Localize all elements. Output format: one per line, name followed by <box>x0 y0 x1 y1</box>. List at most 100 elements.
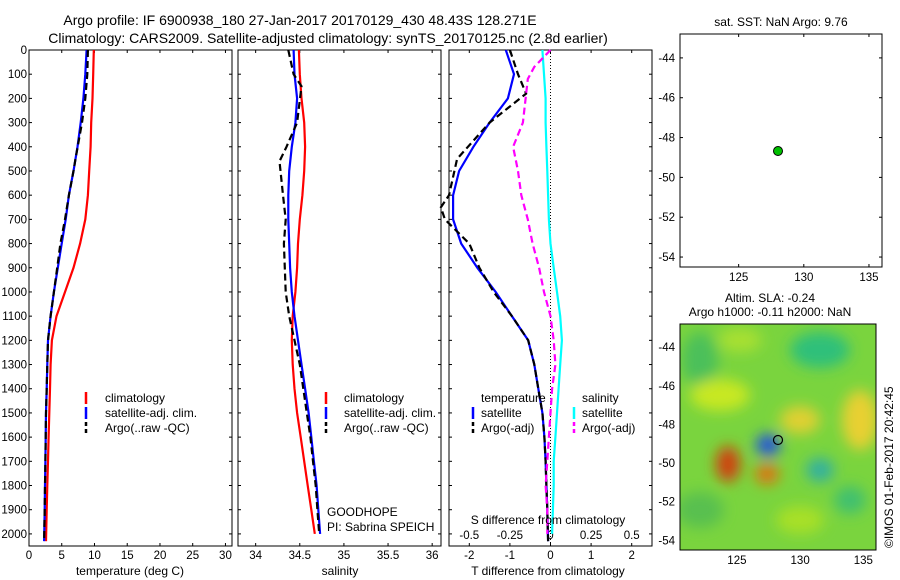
lon-tick-label: 125 <box>729 272 748 284</box>
sst-argo-position-marker <box>773 146 783 156</box>
lat-tick-label: -44 <box>658 342 675 354</box>
x-tick-label: -2 <box>464 550 474 562</box>
x-tick-label: 25 <box>186 550 199 562</box>
header-line1: Argo profile: IF 6900938_180 27-Jan-2017… <box>63 12 536 28</box>
x-tick-label: 35 <box>338 550 351 562</box>
depth-tick-label: 600 <box>8 190 27 202</box>
x-tick-label: 0 <box>26 550 32 562</box>
lon-tick-label: 125 <box>727 555 746 567</box>
sla-map-title-line2: Argo h1000: -0.11 h2000: NaN <box>689 305 852 319</box>
legend-title-salinity: salinity <box>582 391 619 405</box>
sla-blob <box>716 446 740 482</box>
sla-blob <box>755 464 779 484</box>
series-line-climatology <box>44 49 95 542</box>
x-tick-label: 5 <box>59 550 65 562</box>
depth-tick-label: 2000 <box>1 529 27 541</box>
x-tick-label: 34.5 <box>289 550 311 562</box>
depth-axis: 0 100 200 300 400 500 600 700 800 900 1000 1100 1200… <box>1 45 652 541</box>
lon-tick-label: 130 <box>794 272 813 284</box>
depth-tick-label: 900 <box>8 263 27 275</box>
x-tick-label: 10 <box>88 550 101 562</box>
sla-blob <box>842 390 876 450</box>
legend-label-satellite: satellite-adj. clim. <box>105 406 197 420</box>
s-tick-label: 0.25 <box>580 530 602 542</box>
legend-label-climatology: climatology <box>344 391 404 405</box>
legend-label-s-argo: Argo(-adj) <box>582 421 635 435</box>
sla-blob <box>780 406 820 434</box>
lon-tick-label: 135 <box>854 555 873 567</box>
lat-tick-label: -48 <box>658 419 675 431</box>
sla-blob <box>690 379 750 411</box>
depth-tick-label: 1400 <box>1 384 27 396</box>
legend-label-argo: Argo(..raw -QC) <box>105 421 190 435</box>
sla-blob <box>806 458 834 482</box>
depth-tick-label: 800 <box>8 239 27 251</box>
lat-tick-label: -44 <box>658 53 675 65</box>
x-tick-label: 20 <box>154 550 167 562</box>
lat-tick-label: -50 <box>658 172 675 184</box>
depth-tick-label: 1700 <box>1 456 27 468</box>
sla-blob <box>682 332 718 388</box>
depth-tick-label: 0 <box>21 45 27 57</box>
depth-tick-label: 700 <box>8 214 27 226</box>
imos-footer: ©IMOS 01-Feb-2017 20:42:45 <box>882 386 896 548</box>
lat-tick-label: -52 <box>658 497 675 509</box>
legend-title-temperature: temperature <box>481 391 546 405</box>
series-line-argo-raw-qc <box>43 49 89 542</box>
depth-tick-label: 1200 <box>1 335 27 347</box>
s-tick-label: 0.5 <box>624 530 640 542</box>
lon-tick-label: 130 <box>791 555 810 567</box>
axes-ticks: 0 5 10 15 20 25 30 34 34.5 35 35.5 36 -2 -1 0 1 2 -0.5 -0.… <box>26 34 882 567</box>
legend-label-s-satellite: satellite <box>582 406 623 420</box>
s-difference-axis-label: S difference from climatology <box>471 513 626 527</box>
depth-tick-label: 1600 <box>1 432 27 444</box>
sst-map-frame <box>679 33 883 268</box>
difference-legend: temperature salinity satellite Argo(-adj… <box>471 391 636 527</box>
series-line-climatology <box>290 49 316 535</box>
depth-tick-label: 100 <box>8 69 27 81</box>
x-tick-label: 15 <box>121 550 134 562</box>
pi-label: PI: Sabrina SPEICH <box>327 520 434 534</box>
legend-label-satellite: satellite-adj. clim. <box>344 406 436 420</box>
lat-tick-label: -54 <box>658 535 675 547</box>
x-tick-label: 36 <box>426 550 439 562</box>
x-tick-label: 1 <box>588 550 594 562</box>
project-label: GOODHOPE <box>327 505 398 519</box>
series-line-argo-raw-qc <box>278 49 321 534</box>
difference-xlabel: T difference from climatology <box>471 564 625 578</box>
depth-tick-label: 1800 <box>1 481 27 493</box>
sla-blob <box>790 332 850 368</box>
header-line2: Climatology: CARS2009. Satellite-adjuste… <box>48 30 608 46</box>
x-tick-label: 2 <box>628 550 634 562</box>
s-tick-label: -0.5 <box>459 530 479 542</box>
x-tick-label: 0 <box>547 550 553 562</box>
depth-tick-label: 300 <box>8 118 27 130</box>
salinity-xlabel: salinity <box>322 564 359 578</box>
sla-map-frame <box>679 323 877 551</box>
sla-argo-position-marker <box>772 434 784 446</box>
depth-tick-label: 500 <box>8 166 27 178</box>
legend-label-t-argo: Argo(-adj) <box>481 421 534 435</box>
salinity-panel-frame <box>237 49 442 547</box>
depth-tick-label: 1500 <box>1 408 27 420</box>
temperature-legend: climatology satellite-adj. clim. Argo(..… <box>84 391 197 435</box>
series-line-salinity-argo-adj <box>511 49 557 534</box>
x-tick-label: 35.5 <box>377 550 399 562</box>
s-tick-label: -0.25 <box>497 530 523 542</box>
lat-tick-label: -46 <box>658 381 675 393</box>
x-tick-label: -1 <box>505 550 515 562</box>
sla-blob <box>756 434 780 456</box>
legend-label-climatology: climatology <box>105 391 165 405</box>
sla-map-title-line1: Altim. SLA: -0.24 <box>725 291 815 305</box>
sla-blob <box>680 492 724 528</box>
lat-tick-label: -52 <box>658 212 675 224</box>
difference-panel-frame <box>448 49 653 547</box>
lat-tick-label: -46 <box>658 93 675 105</box>
x-tick-label: 30 <box>219 550 232 562</box>
depth-tick-label: 1100 <box>2 311 27 323</box>
lat-tick-label: -50 <box>658 458 675 470</box>
sst-map-title: sat. SST: NaN Argo: 9.76 <box>714 15 848 29</box>
lat-tick-label: -54 <box>658 252 675 264</box>
series-line-salinity-satellite <box>541 49 564 534</box>
